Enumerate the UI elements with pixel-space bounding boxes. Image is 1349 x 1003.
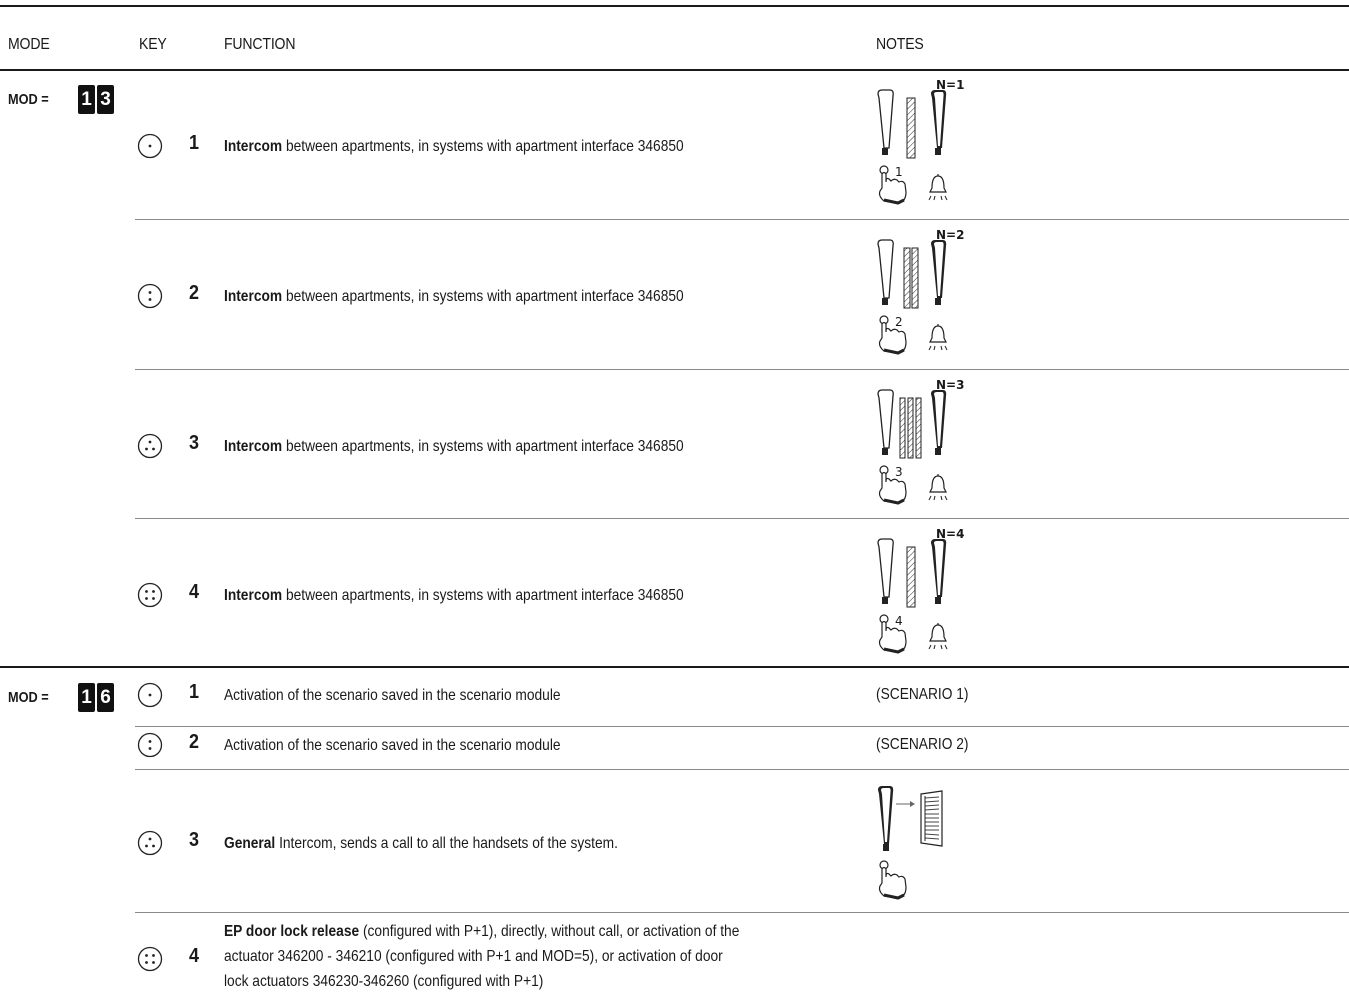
intercom-diagram: N=1 1 [876,78,976,208]
function-text: Intercom between apartments, in systems … [224,284,684,309]
top-rule [0,5,1349,7]
function-text: Activation of the scenario saved in the … [224,737,561,754]
function-line-3: lock actuators 346230-346260 (configured… [224,973,544,990]
header-notes: NOTES [876,36,924,53]
row-divider [135,518,1349,519]
function-bold: Intercom [224,288,283,305]
one-dot-key-icon [137,133,163,159]
four-dot-key-icon [137,946,163,972]
two-dot-key-icon [137,283,163,309]
note-scenario-1: (SCENARIO 1) [876,686,969,703]
header-function: FUNCTION [224,36,296,53]
function-line-2: actuator 346200 - 346210 (configured wit… [224,948,723,965]
one-dot-key-icon [137,682,163,708]
function-rest: between apartments, in systems with apar… [282,138,684,155]
intercom-diagram: N=2 2 [876,228,976,358]
mod16-digit-1: 1 [78,683,95,712]
key-number: 3 [189,829,200,851]
function-text: Activation of the scenario saved in the … [224,687,561,704]
diagram-key-number: 4 [895,614,903,628]
three-dot-key-icon [137,830,163,856]
row-divider [135,219,1349,220]
function-rest: Intercom, sends a call to all the handse… [275,835,618,852]
mod16-label: MOD = [8,689,49,706]
intercom-diagram: N=3 3 [876,378,976,508]
row-divider [135,912,1349,913]
diagram-key-number: 1 [895,165,903,179]
row-divider [135,726,1349,727]
function-text: General Intercom, sends a call to all th… [224,831,618,856]
function-bold: Intercom [224,138,283,155]
mod16-digit-2: 6 [97,683,114,712]
n-label: N=2 [936,228,965,242]
function-bold: General [224,835,276,852]
key-number: 1 [189,681,200,703]
mod13-digit-2: 3 [97,85,114,114]
key-number: 2 [189,731,200,753]
key-number: 4 [189,945,200,967]
function-text: EP door lock release (configured with P+… [224,919,739,994]
three-dot-key-icon [137,433,163,459]
row-divider [135,369,1349,370]
diagram-key-number: 2 [895,315,903,329]
function-rest: between apartments, in systems with apar… [282,587,684,604]
key-number: 3 [189,432,200,454]
function-rest: (configured with P+1), directly, without… [359,923,740,940]
function-rest: between apartments, in systems with apar… [282,288,684,305]
two-dot-key-icon [137,732,163,758]
key-number: 4 [189,581,200,603]
header-mode: MODE [8,36,50,53]
n-label: N=1 [936,78,965,92]
row-divider [135,769,1349,770]
function-text: Intercom between apartments, in systems … [224,134,684,159]
n-label: N=3 [936,378,965,392]
function-text: Intercom between apartments, in systems … [224,583,684,608]
mod13-digit-1: 1 [78,85,95,114]
key-number: 1 [189,132,200,154]
function-line-1: EP door lock release (configured with P+… [224,919,739,944]
function-bold: EP door lock release [224,923,360,940]
intercom-diagram: N=4 4 [876,527,976,657]
general-intercom-diagram [878,786,943,900]
function-bold: Intercom [224,438,283,455]
mod13-label: MOD = [8,91,49,108]
function-text: Intercom between apartments, in systems … [224,434,684,459]
header-key: KEY [139,36,167,53]
key-number: 2 [189,282,200,304]
note-scenario-2: (SCENARIO 2) [876,736,969,753]
diagram-key-number: 3 [895,465,903,479]
four-dot-key-icon [137,582,163,608]
header-rule [0,69,1349,71]
function-rest: between apartments, in systems with apar… [282,438,684,455]
function-bold: Intercom [224,587,283,604]
n-label: N=4 [936,527,965,541]
section-rule [0,666,1349,668]
